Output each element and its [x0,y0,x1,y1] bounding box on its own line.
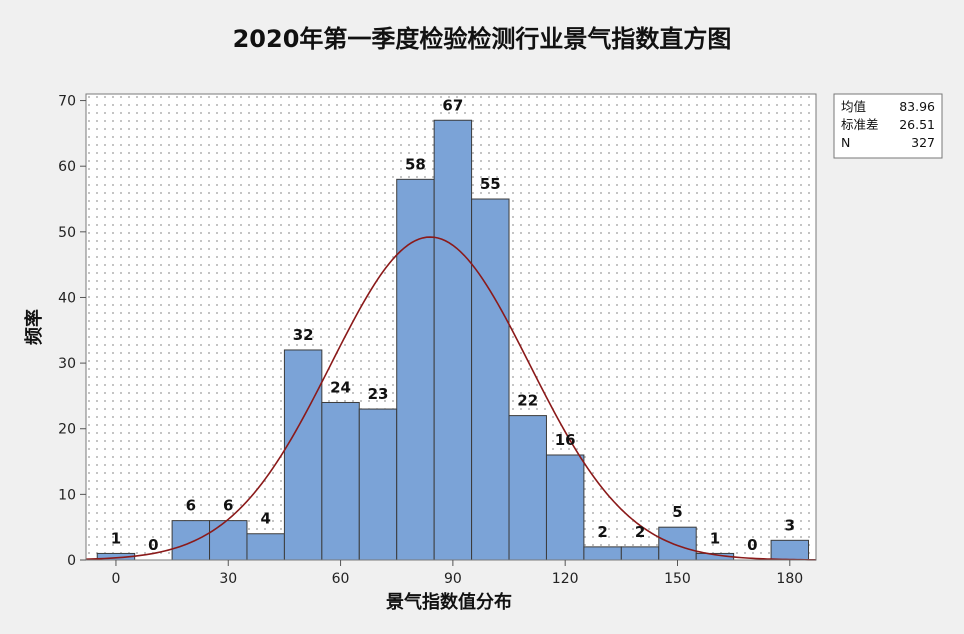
bar-count-label: 16 [555,431,576,449]
bar-count-label: 22 [517,392,538,410]
histogram-bar [246,533,285,561]
chart-title: 2020年第一季度检验检测行业景气指数直方图 [233,25,732,53]
y-tick-label: 0 [67,553,76,569]
histogram-bar [770,539,810,561]
bar-count-label: 24 [330,378,351,396]
histogram-bar [620,546,660,561]
stats-label: N [841,135,850,150]
histogram-bar [321,401,360,561]
bar-count-label: 67 [442,96,463,114]
bar-count-label: 2 [635,523,645,541]
histogram-bar [433,119,473,561]
y-tick-label: 10 [58,487,76,503]
y-tick-label: 70 [58,94,76,110]
bar-count-label: 58 [405,155,426,173]
bar-count-label: 55 [480,175,501,193]
bars-layer [96,119,810,561]
x-axis-label: 景气指数值分布 [386,591,512,613]
bar-count-label: 0 [148,536,158,554]
plot-frame [85,93,817,561]
histogram-bar [545,454,585,561]
stats-value: 26.51 [899,117,935,132]
histogram-bar [171,520,211,561]
y-axis-label: 频率 [23,309,45,345]
stats-box-frame [833,93,943,159]
x-tick-label: 120 [552,571,579,587]
bar-count-label: 6 [186,497,196,515]
bar-count-label: 5 [672,503,682,521]
bar-count-label: 2 [597,523,607,541]
x-tick-label: 150 [664,571,691,587]
stats-value: 327 [911,135,935,150]
stats-value: 83.96 [899,99,935,114]
stats-label: 标准差 [841,117,879,132]
x-tick-label: 30 [219,571,237,587]
histogram-bar [358,408,398,561]
histogram-bar [508,415,547,561]
y-tick-label: 40 [58,290,76,306]
histogram-bar [471,198,510,561]
x-tick-label: 180 [776,571,803,587]
bar-count-label: 0 [747,536,757,554]
y-tick-label: 20 [58,422,76,438]
bar-count-label: 6 [223,497,233,515]
bar-count-label: 23 [368,385,389,403]
x-tick-label: 90 [444,571,462,587]
bar-count-label: 3 [785,516,795,534]
bar-count-label: 1 [710,529,720,547]
y-tick-label: 60 [58,159,76,175]
normal-fit-curve [85,236,817,561]
x-tick-label: 60 [332,571,350,587]
bar-count-label: 1 [111,529,121,547]
x-tick-label: 0 [111,571,120,587]
y-tick-label: 30 [58,356,76,372]
bar-count-label: 4 [260,510,270,528]
stats-box: 均值 83.96 标准差 26.51 N 327 [833,93,943,159]
stats-label: 均值 [841,99,866,114]
histogram-bar [583,546,622,561]
histogram-bar [283,349,323,561]
histogram-bar [209,520,248,561]
y-tick-label: 50 [58,225,76,241]
bar-count-label: 32 [293,326,314,344]
histogram-bar [658,526,697,561]
